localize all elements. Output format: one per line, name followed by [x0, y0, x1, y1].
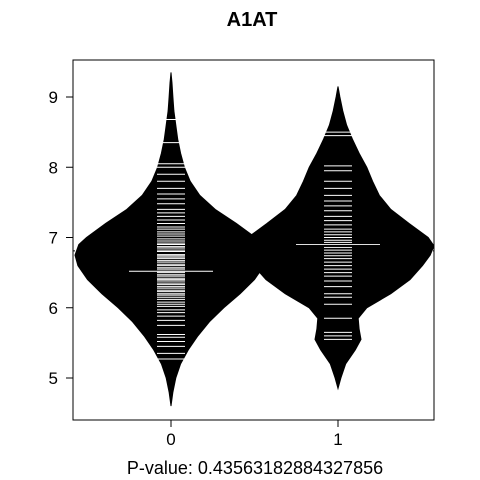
y-tick-label: 8 — [49, 158, 58, 177]
chart-title: A1AT — [227, 9, 278, 31]
y-ticks: 5 6 7 8 9 — [49, 88, 73, 388]
bean-1 — [241, 86, 435, 391]
bean-0 — [74, 72, 268, 407]
y-tick-label: 6 — [49, 299, 58, 318]
beans — [74, 72, 435, 407]
x-axis-label: P-value: 0.43563182884327856 — [127, 458, 383, 478]
y-tick-label: 9 — [49, 88, 58, 107]
y-axis: 5 6 7 8 9 — [49, 88, 74, 388]
x-tick-label: 0 — [166, 430, 175, 449]
plot-area — [72, 59, 435, 421]
y-tick-label: 7 — [49, 229, 58, 248]
y-tick-label: 5 — [49, 369, 58, 388]
x-tick-label: 1 — [333, 430, 342, 449]
